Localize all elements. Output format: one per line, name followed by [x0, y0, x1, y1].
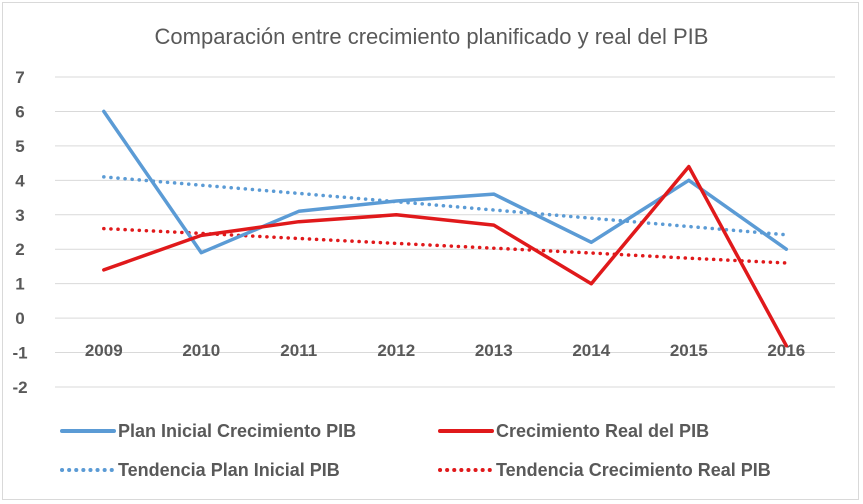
x-tick-label: 2016 — [767, 341, 805, 360]
series-line-1 — [102, 164, 789, 348]
y-tick-label: 6 — [15, 102, 24, 121]
x-tick-label: 2014 — [572, 341, 610, 360]
x-tick-label: 2012 — [377, 341, 415, 360]
series-line-0 — [102, 109, 789, 255]
y-tick-label: 5 — [15, 137, 24, 156]
y-tick-label: -2 — [12, 378, 27, 397]
y-tick-label: 1 — [15, 275, 24, 294]
y-tick-label: 7 — [15, 68, 24, 87]
x-tick-label: 2010 — [182, 341, 220, 360]
y-tick-label: 2 — [15, 240, 24, 259]
y-tick-label: 3 — [15, 206, 24, 225]
x-tick-label: 2013 — [475, 341, 513, 360]
chart-title: Comparación entre crecimiento planificad… — [154, 24, 709, 49]
x-tick-label: 2015 — [670, 341, 708, 360]
y-tick-label: -1 — [12, 344, 27, 363]
legend-label: Crecimiento Real del PIB — [496, 421, 709, 441]
legend-label: Tendencia Crecimiento Real PIB — [496, 460, 771, 480]
y-tick-label: 0 — [15, 309, 24, 328]
x-tick-label: 2011 — [280, 341, 317, 360]
y-tick-label: 4 — [15, 171, 25, 190]
series-line-2 — [102, 175, 789, 237]
legend-label: Plan Inicial Crecimiento PIB — [118, 421, 356, 441]
x-tick-label: 2009 — [85, 341, 123, 360]
legend-label: Tendencia Plan Inicial PIB — [118, 460, 340, 480]
